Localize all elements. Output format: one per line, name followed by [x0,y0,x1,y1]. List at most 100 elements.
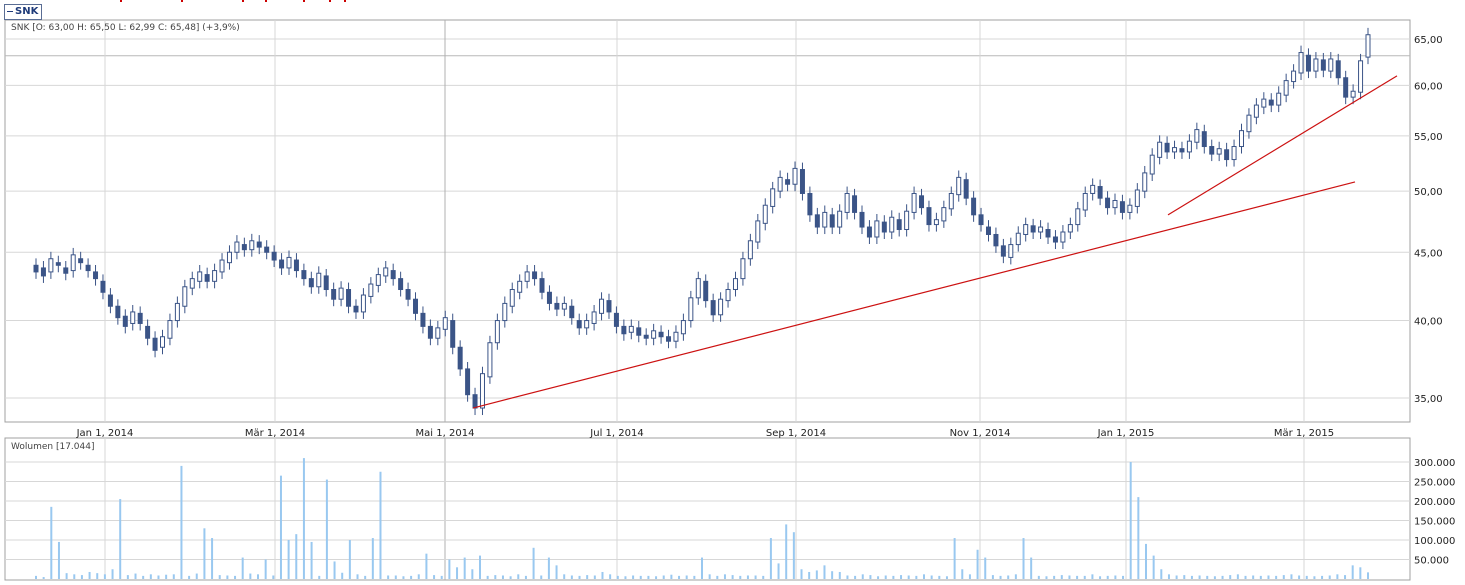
volume-bar [1267,575,1270,579]
volume-bar [341,572,344,579]
volume-bar [1275,575,1278,579]
candle-body [792,167,798,185]
volume-bar [907,575,910,579]
candle-body [1246,114,1252,133]
candle-body [896,219,902,231]
volume-bar [57,541,60,579]
candle-body [584,320,590,329]
volume-bar [509,576,512,579]
candle-body [524,271,530,282]
volume-bar [655,576,658,579]
candle-body [599,298,605,314]
candle-body [844,192,850,213]
candle-body [1149,154,1155,175]
volume-bar [877,576,880,579]
candle-body [1097,186,1103,199]
candle-body [770,188,776,207]
candle-body [1261,98,1267,108]
volume-bar [501,575,504,579]
candle-body [1172,147,1178,153]
volume-bar [218,575,221,579]
candle-body [1075,208,1081,226]
series-swatch [7,10,13,12]
candle-body [532,271,538,280]
volume-bar [42,577,45,579]
candle-body [874,220,880,238]
volume-bar [88,571,91,579]
candle-body [517,280,523,293]
volume-bar [272,575,275,579]
volume-bar [831,571,834,579]
volume-bar [119,499,122,579]
volume-y-tick-label: 200.000 [1414,497,1455,508]
candle-body [226,251,232,264]
volume-bar [815,570,818,579]
candle-body [978,214,984,226]
candle-body [1291,70,1297,83]
symbol-tab[interactable]: SNK [4,4,43,20]
volume-bar [792,532,795,579]
volume-bar [593,575,596,579]
volume-bar [723,574,726,579]
volume-bar [739,575,742,579]
clipped-red-mark [303,0,305,2]
candle-body [1045,229,1051,238]
candle-body [145,325,151,339]
volume-bar [961,569,964,579]
volume-y-tick-label: 150.000 [1414,517,1455,528]
candle-body [1157,141,1163,158]
candle-body [316,272,322,288]
volume-bar [632,575,635,579]
volume-bar [693,575,696,579]
candle-body [331,289,337,300]
volume-bar [287,540,290,579]
candle-body [933,219,939,226]
volume-bar [1022,538,1025,579]
candle-body [346,289,352,307]
candle-body [1127,204,1133,213]
volume-y-tick-label: 100.000 [1414,536,1455,547]
volume-bar [302,458,305,579]
x-tick-label: Sep 1, 2014 [766,428,826,439]
volume-bar [1282,575,1285,579]
volume-bar [410,575,413,579]
volume-bar [494,575,497,579]
candle-body [256,241,262,248]
candle-body [40,267,46,277]
candle-body [100,280,106,293]
volume-bar [96,573,99,579]
volume-bar [486,575,489,579]
volume-bar [325,479,328,579]
candle-body [651,330,657,339]
volume-bar [1206,575,1209,579]
volume-bar [900,575,903,579]
candle-body [130,311,136,324]
volume-legend: Wolumen [17.044] [11,442,95,452]
candle-body [55,262,61,266]
candle-body [710,300,716,316]
candle-body [718,298,724,316]
candle-body [1335,60,1341,79]
volume-bar [1367,572,1369,579]
candle-body [1253,104,1259,118]
clipped-red-mark [120,0,122,2]
candle-body [1350,90,1356,98]
volume-bar [1114,575,1117,579]
volume-bar [524,575,527,579]
price-y-tick-label: 35,00 [1414,394,1443,405]
volume-bar [670,574,673,579]
candle-body [1008,244,1014,258]
candle-body [204,274,210,282]
candle-body [829,214,835,228]
volume-bar [387,575,390,579]
volume-bar [1290,574,1293,579]
candle-body [1082,192,1088,211]
symbol-tab-label: SNK [15,6,39,17]
candle-body [919,195,925,209]
candle-body [1283,80,1289,96]
volume-bar [1045,576,1048,579]
volume-bar [1152,555,1155,579]
volume-bar [1160,569,1163,579]
volume-bar [1359,567,1362,579]
